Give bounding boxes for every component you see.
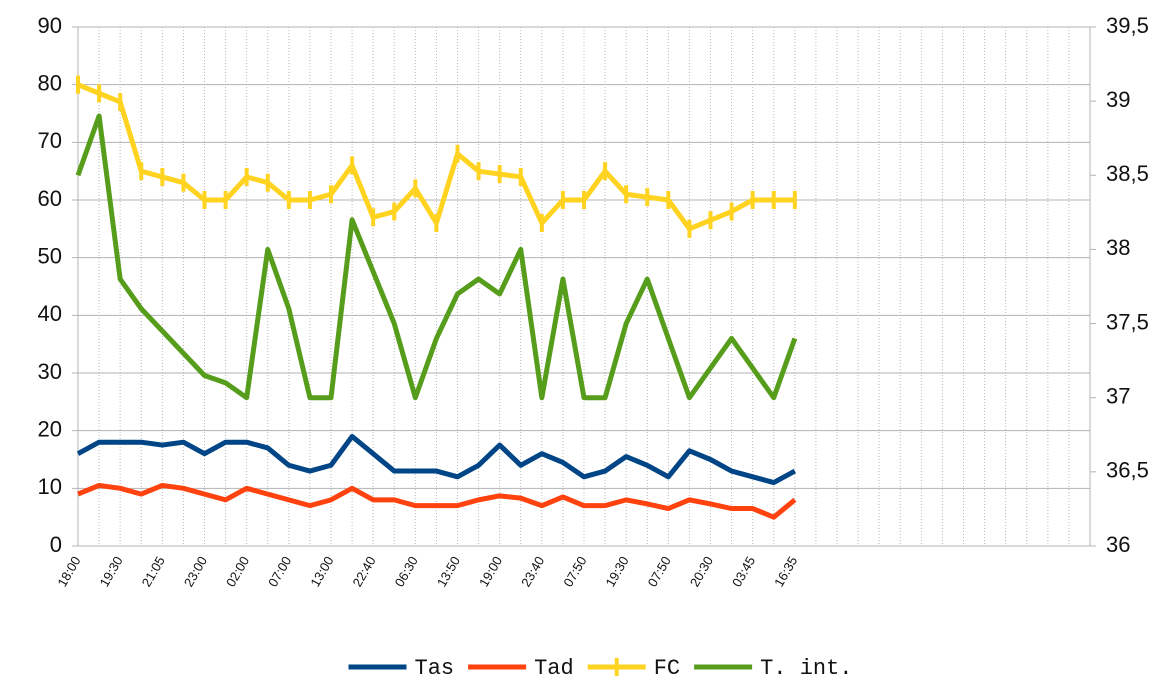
y-tick-label: 30 xyxy=(38,359,62,384)
y2-tick-label: 38,5 xyxy=(1106,161,1149,186)
legend-label: T. int. xyxy=(760,656,852,681)
y-tick-label: 40 xyxy=(38,301,62,326)
y2-tick-label: 38 xyxy=(1106,235,1130,260)
y2-tick-label: 36,5 xyxy=(1106,458,1149,483)
legend-label: FC xyxy=(654,656,680,681)
y-tick-label: 50 xyxy=(38,243,62,268)
y2-tick-label: 39 xyxy=(1106,87,1130,112)
legend-label: Tad xyxy=(534,656,574,681)
y2-tick-label: 37,5 xyxy=(1106,309,1149,334)
legend-label: Tas xyxy=(415,656,455,681)
series-line xyxy=(75,113,798,401)
y2-tick-label: 37 xyxy=(1106,384,1130,409)
series-line xyxy=(76,433,797,486)
y-tick-label: 70 xyxy=(38,128,62,153)
y-tick-label: 90 xyxy=(38,13,62,38)
y2-tick-label: 36 xyxy=(1106,532,1130,557)
y-tick-label: 80 xyxy=(38,70,62,95)
y2-tick-label: 39,5 xyxy=(1106,13,1149,38)
y-tick-label: 20 xyxy=(38,416,62,441)
y-tick-label: 0 xyxy=(50,532,62,557)
series-line xyxy=(77,482,797,520)
y-tick-label: 10 xyxy=(38,474,62,499)
y-tick-label: 60 xyxy=(38,186,62,211)
